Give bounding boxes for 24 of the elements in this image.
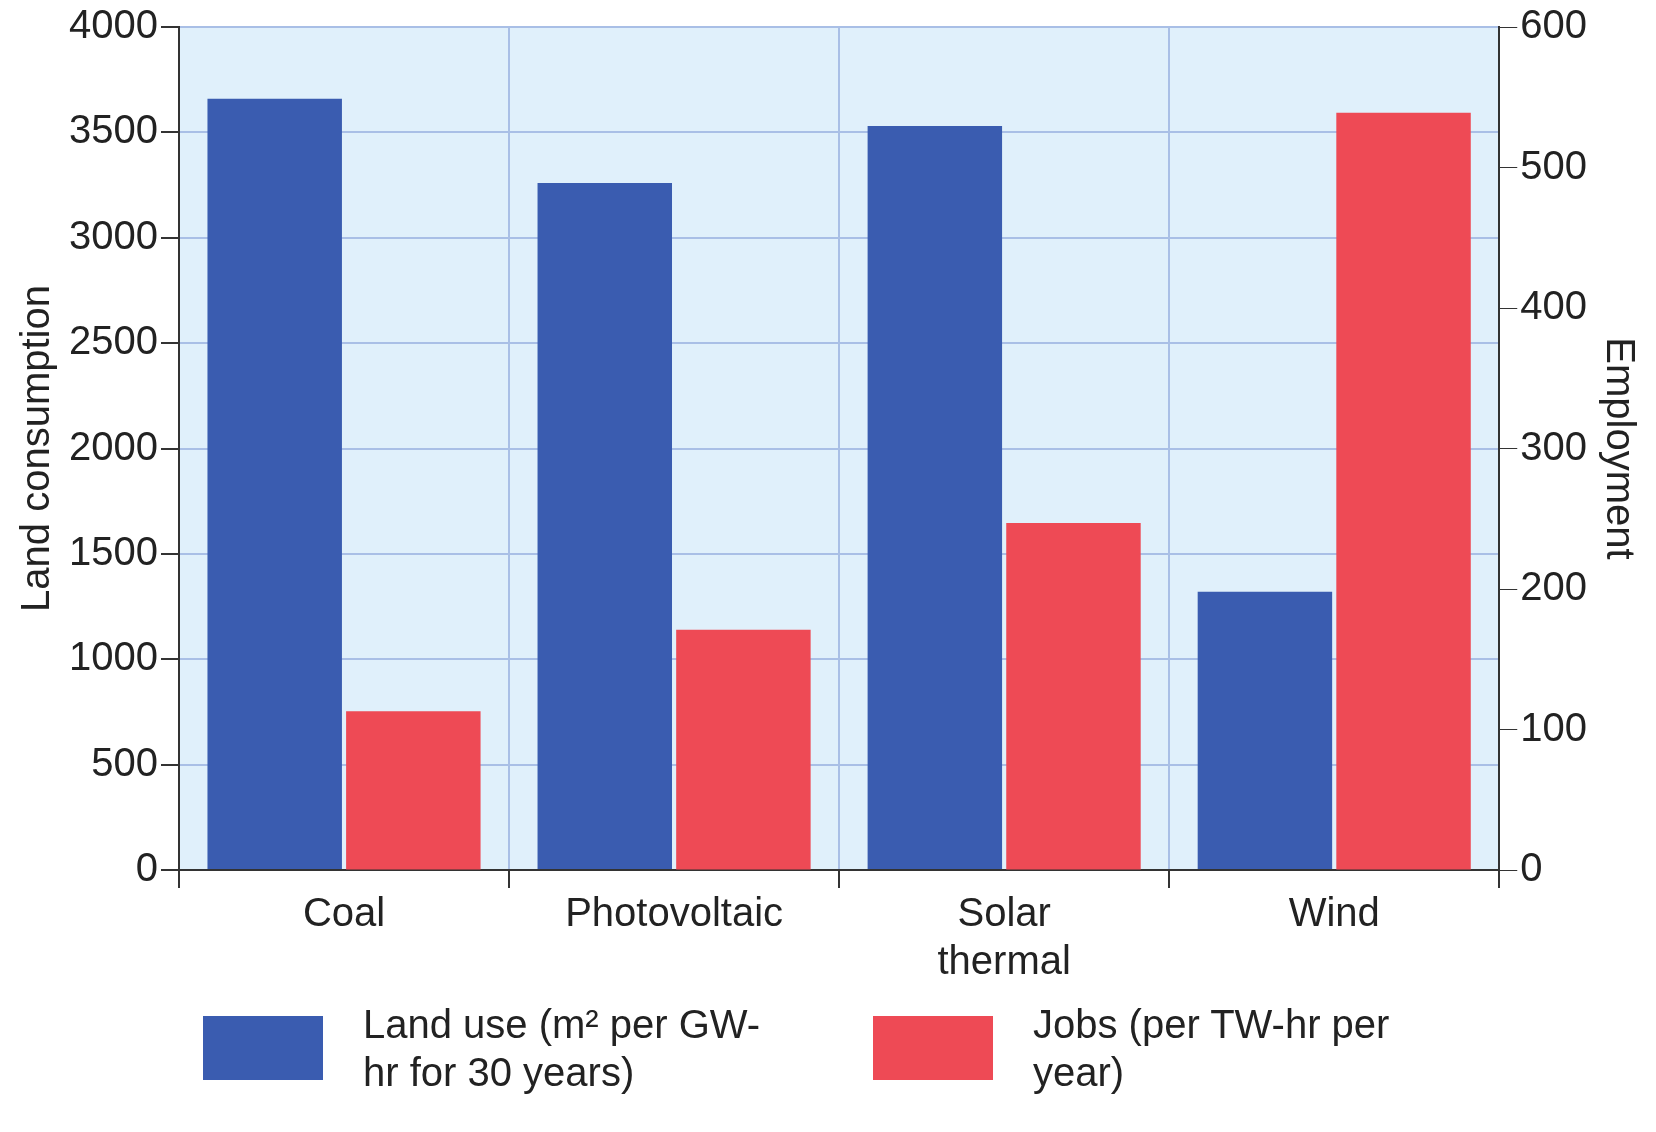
x-tick-label: Wind <box>1288 890 1380 935</box>
y-tick-label: 500 <box>91 739 158 784</box>
legend-label: Land use (m² per GW-hr for 30 years) <box>363 1001 762 1096</box>
x-tick-label: Photovoltaic <box>565 890 784 935</box>
y-tick-label: 2500 <box>69 318 158 363</box>
y-tick-label: 4000 <box>69 2 158 47</box>
legend-label: Jobs (per TW-hr per year) <box>1033 1001 1391 1096</box>
y-tick-label: 1500 <box>69 528 158 573</box>
y-axis-title: Land consumption <box>13 285 58 612</box>
y2-tick-label: 200 <box>1520 564 1588 609</box>
y-tick-label: 1000 <box>69 634 158 679</box>
y2-tick-label: 500 <box>1520 142 1588 187</box>
x-tick-label: Solar thermal <box>937 890 1071 983</box>
y2-tick-label: 100 <box>1520 704 1588 749</box>
y-tick-label: 3000 <box>69 212 158 257</box>
y-tick-label: 0 <box>135 845 158 890</box>
y2-tick-label: 600 <box>1520 2 1588 47</box>
x-tick-label: Coal <box>302 890 386 935</box>
y2-tick-label: 0 <box>1520 845 1543 890</box>
y2-axis-title: Employment <box>1598 337 1643 560</box>
y-tick-label: 3500 <box>69 107 158 152</box>
y-tick-label: 2000 <box>69 423 158 468</box>
y2-tick-label: 300 <box>1520 423 1588 468</box>
y2-tick-label: 400 <box>1520 283 1588 328</box>
